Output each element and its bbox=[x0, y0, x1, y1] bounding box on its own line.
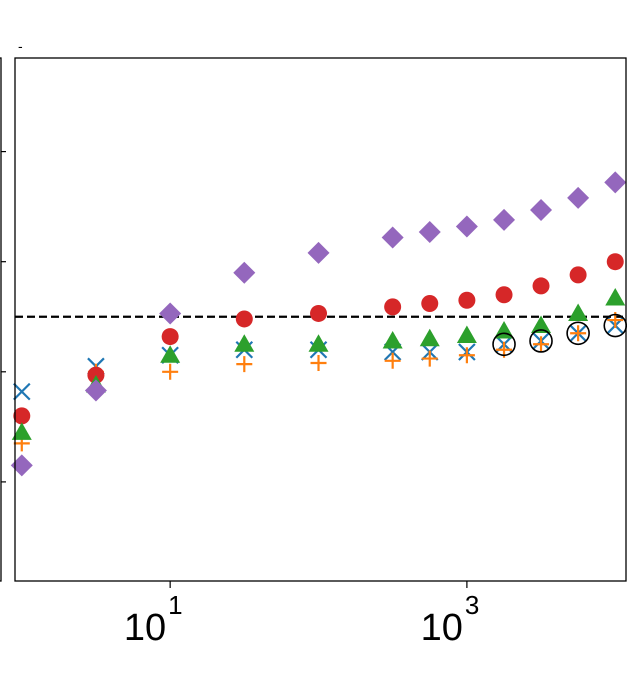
plus-marker bbox=[162, 363, 179, 380]
circle-marker bbox=[235, 310, 253, 328]
x-marker bbox=[13, 382, 31, 401]
x-tick-label-exponent: 1 bbox=[168, 590, 182, 620]
plot-frame bbox=[14, 57, 627, 582]
chart-title: - bbox=[18, 38, 23, 54]
diamond-marker bbox=[10, 454, 33, 477]
circle-marker bbox=[569, 266, 587, 284]
triangle-marker bbox=[568, 303, 589, 321]
x-tick-label: 10 bbox=[124, 607, 166, 649]
triangle-marker bbox=[456, 325, 477, 343]
diamond-marker bbox=[493, 208, 516, 231]
diamond-marker bbox=[307, 241, 330, 264]
triangle-marker bbox=[11, 422, 32, 440]
diamond-marker bbox=[159, 302, 182, 325]
data-markers bbox=[10, 171, 627, 477]
circle-marker bbox=[13, 407, 31, 425]
plus-marker bbox=[570, 325, 587, 342]
circle-marker bbox=[161, 328, 179, 346]
triangle-marker bbox=[419, 328, 440, 347]
diamond-marker bbox=[455, 215, 478, 238]
circle-marker bbox=[458, 291, 476, 309]
diamond-marker bbox=[604, 171, 627, 194]
circle-marker bbox=[310, 304, 328, 322]
plus-marker bbox=[458, 347, 475, 364]
plus-marker bbox=[533, 336, 550, 353]
open-circle-marker bbox=[492, 332, 516, 357]
circle-marker bbox=[384, 298, 402, 316]
plus-marker bbox=[236, 356, 253, 373]
triangle-marker bbox=[605, 288, 626, 306]
open-circle-marker bbox=[529, 329, 553, 353]
diamond-marker bbox=[84, 379, 107, 402]
circle-marker bbox=[532, 277, 550, 295]
diamond-marker bbox=[418, 220, 441, 243]
circle-marker bbox=[421, 295, 439, 313]
triangle-marker bbox=[308, 334, 329, 352]
triangle-marker bbox=[531, 315, 552, 334]
y-axis-ticks bbox=[1, 150, 6, 483]
circle-marker bbox=[495, 286, 513, 304]
x-tick-label-exponent: 3 bbox=[465, 590, 479, 620]
triangle-marker bbox=[160, 345, 181, 363]
plus-marker bbox=[421, 350, 438, 367]
plus-marker bbox=[310, 354, 327, 371]
plus-marker bbox=[384, 352, 401, 369]
diamond-marker bbox=[530, 198, 553, 221]
adjacent-plot-frame bbox=[0, 57, 2, 582]
triangle-marker bbox=[382, 330, 403, 349]
diamond-marker bbox=[567, 186, 590, 209]
triangle-marker bbox=[234, 334, 255, 352]
circle-marker bbox=[606, 253, 624, 271]
diamond-marker bbox=[381, 226, 404, 249]
diamond-marker bbox=[233, 261, 256, 284]
open-circle-marker bbox=[566, 321, 590, 346]
x-tick-label: 10 bbox=[421, 607, 463, 649]
